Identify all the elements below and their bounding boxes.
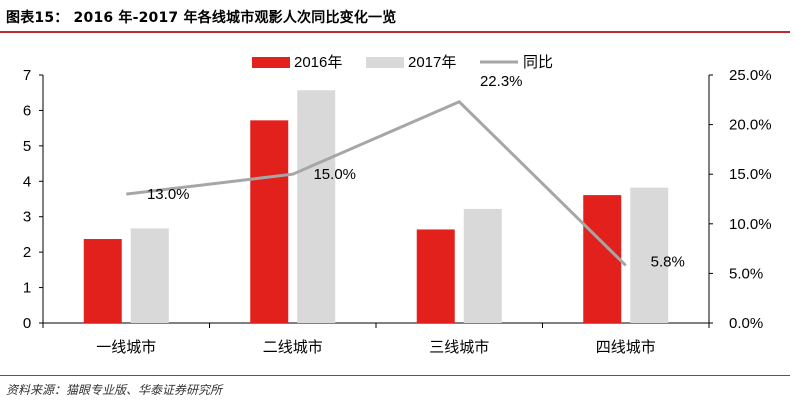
source-note: 资料来源：猫眼专业版、华泰证券研究所 [6, 383, 223, 397]
data-label-yoy: 22.3% [480, 73, 523, 90]
source-divider [0, 375, 790, 376]
y-tick-label: 4 [23, 173, 31, 190]
y-tick-label: 3 [23, 209, 31, 226]
line-yoy [126, 100, 627, 267]
data-label-yoy: 5.8% [651, 253, 685, 270]
bar-2017年 [463, 208, 502, 323]
bar-2016年 [83, 239, 122, 323]
y-tick-label: 1 [23, 280, 31, 297]
bar-2016年 [416, 229, 455, 323]
y-tick-label: 7 [23, 67, 31, 84]
y2-tick-label: 25.0% [729, 67, 772, 84]
figure-title: 图表15： 2016 年-2017 年各线城市观影人次同比变化一览 [6, 10, 397, 26]
legend-label-2017: 2017年 [408, 54, 456, 71]
y2-tick-label: 20.0% [729, 117, 772, 134]
title-divider [0, 31, 790, 33]
y-tick-label: 5 [23, 138, 31, 155]
bar-2016年 [250, 120, 289, 323]
legend-swatch-2016 [252, 57, 290, 68]
legend-label-yoy: 同比 [523, 54, 553, 71]
x-tick-label: 一线城市 [96, 339, 156, 356]
data-label-yoy: 13.0% [147, 186, 190, 203]
y-tick-label: 6 [23, 102, 31, 119]
bar-2017年 [630, 187, 669, 323]
bar-2016年 [583, 195, 622, 323]
x-tick-label: 二线城市 [263, 339, 323, 356]
y2-tick-label: 0.0% [729, 315, 763, 332]
legend-label-2016: 2016年 [294, 54, 342, 71]
combo-chart: 0 1 2 3 4 5 6 7 0.0% 5.0% 10.0% 15.0% 20.0% 25.0% 一线城市… [23, 54, 772, 356]
legend-swatch-2017 [366, 57, 404, 68]
y2-tick-label: 10.0% [729, 216, 772, 233]
bar-2017年 [130, 228, 169, 323]
y-tick-label: 0 [23, 315, 31, 332]
y2-tick-label: 15.0% [729, 166, 772, 183]
x-tick-label: 三线城市 [429, 339, 489, 356]
bar-2017年 [297, 90, 336, 323]
y2-tick-label: 5.0% [729, 265, 763, 282]
x-tick-label: 四线城市 [596, 339, 656, 356]
data-label-yoy: 15.0% [313, 166, 356, 183]
y-tick-label: 2 [23, 244, 31, 261]
